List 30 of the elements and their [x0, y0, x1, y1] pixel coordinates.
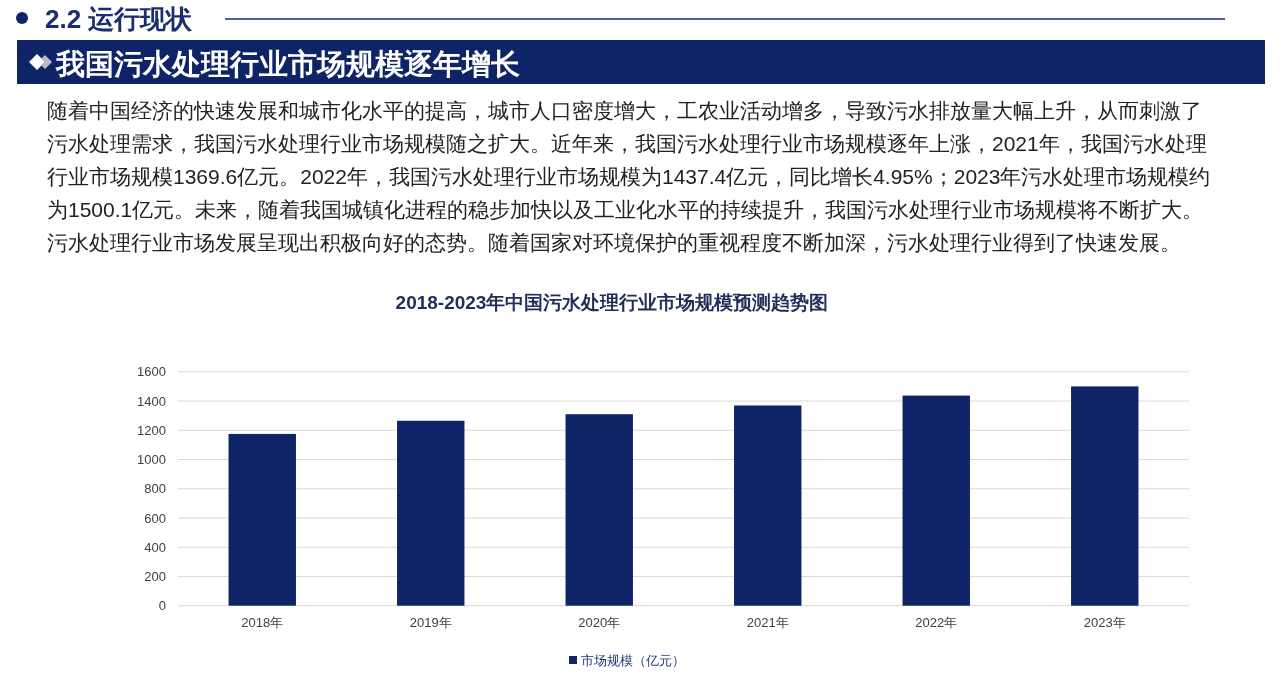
bar [734, 405, 802, 606]
y-tick-label: 1000 [137, 452, 166, 468]
text: 污水处理需求，我国污水处理行业市场规模随之扩大。近年来，我国污水处理行业市场规模逐年上涨，2021年，我国污水处理 [47, 132, 1207, 155]
legend-label: 市场规模（亿元） [581, 653, 685, 668]
bar [397, 420, 465, 606]
x-tick-label: 2019年 [409, 615, 452, 630]
x-tick-label: 2023年 [1083, 615, 1126, 630]
y-tick-label: 800 [144, 481, 166, 497]
text: 污水处理行业市场发展呈现出积极向好的态势。随着国家对环境保护的重视程度不断加深，污水处理行业得到了快速发展。 [47, 231, 1181, 254]
x-tick-label: 2018年 [241, 615, 284, 630]
text: 随着中国经济的快速发展和城市化水平的提高，城市人口密度增大，工农业活动增多，导致污水排放量大幅上升，从而刺激了 [47, 99, 1202, 122]
text: 为1500.1亿元。未来，随着我国城镇化进程的稳步加快以及工业化水平的持续提升，我国污水处理行业市场规模将不断扩大。 [47, 198, 1204, 221]
bar [565, 414, 633, 606]
x-tick-label: 2022年 [915, 615, 958, 630]
bar [902, 395, 970, 606]
bar [228, 433, 296, 606]
x-tick-label: 2020年 [578, 615, 621, 630]
text: 我国污水处理行业市场规模逐年增长 [55, 48, 520, 80]
y-tick-label: 1400 [137, 393, 166, 409]
y-tick-label: 1600 [137, 364, 166, 380]
text: 2.2 运行现状 [45, 4, 194, 34]
x-tick-label: 2021年 [746, 615, 789, 630]
y-tick-label: 1200 [137, 422, 166, 438]
y-tick-label: 400 [144, 539, 166, 555]
chart-title: 2018-2023年中国污水处理行业市场规模预测趋势图 [395, 292, 829, 313]
y-tick-label: 0 [158, 598, 166, 614]
y-tick-label: 200 [144, 569, 166, 585]
bar [1071, 386, 1139, 606]
text: 行业市场规模1369.6亿元。2022年，我国污水处理行业市场规模为1437.4亿元，同比增长4.95%；2023年污水处理市场规模约 [47, 165, 1211, 188]
y-tick-label: 600 [144, 510, 166, 526]
